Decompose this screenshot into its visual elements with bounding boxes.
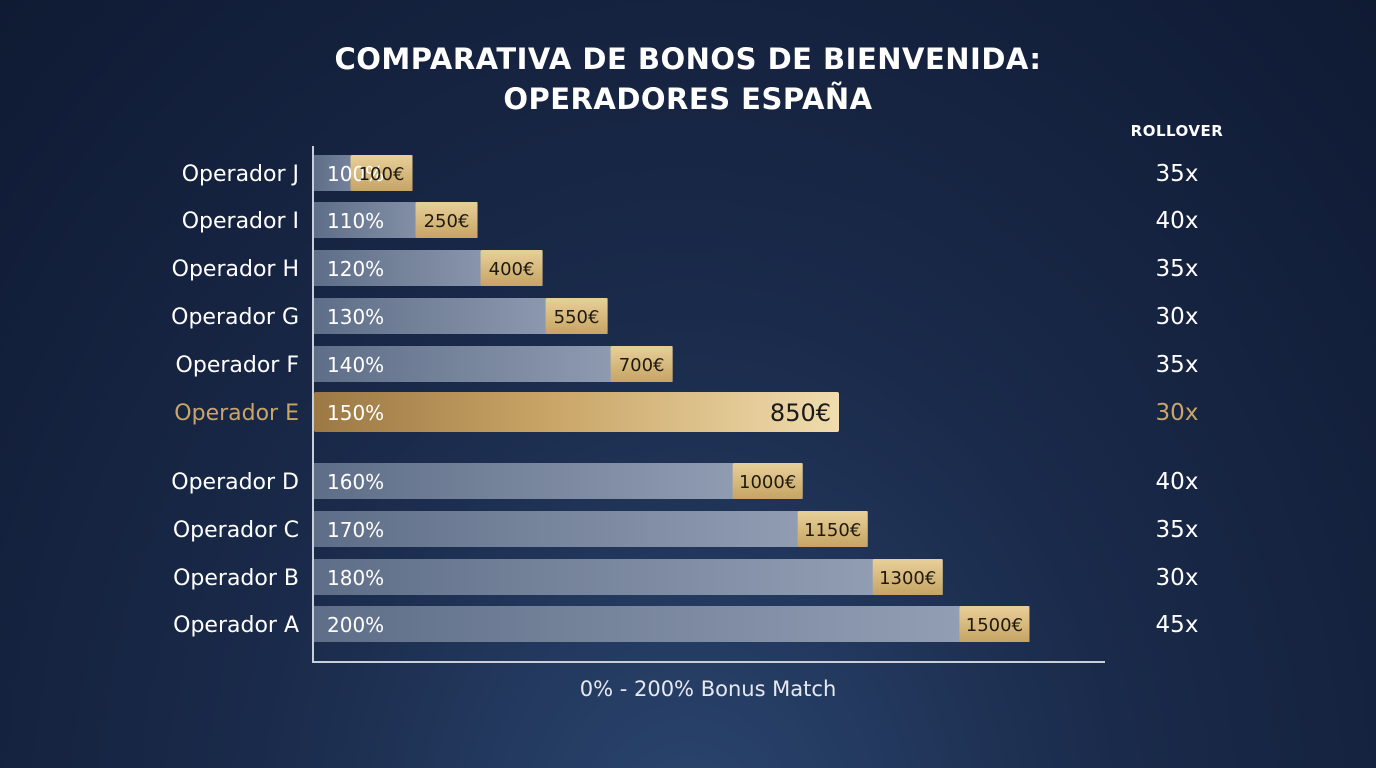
bonus-value-label: 550€	[554, 307, 600, 328]
category-label: Operador B	[173, 566, 299, 591]
bonus-value-label: 850€	[770, 399, 831, 427]
rollover-value: 35x	[1156, 161, 1199, 187]
bar	[314, 559, 943, 595]
match-percent-label: 110%	[327, 209, 384, 233]
category-label: Operador A	[173, 613, 299, 638]
rollover-value: 30x	[1156, 565, 1199, 591]
bar	[314, 511, 868, 547]
category-label: Operador D	[171, 470, 299, 495]
bonus-tag	[545, 298, 608, 334]
rollover-value: 35x	[1156, 256, 1199, 282]
bonus-tag	[350, 155, 413, 191]
bonus-value-label: 1300€	[879, 568, 936, 589]
bonus-tag	[480, 250, 543, 286]
bonus-tag	[610, 346, 673, 382]
match-percent-label: 180%	[327, 566, 384, 590]
bonus-value-label: 400€	[489, 259, 535, 280]
rollover-value: 35x	[1156, 517, 1199, 543]
match-percent-label: 140%	[327, 353, 384, 377]
match-percent-label: 130%	[327, 305, 384, 329]
bonus-value-label: 1150€	[804, 520, 861, 541]
bonus-value-label: 1000€	[739, 472, 796, 493]
bonus-value-label: 250€	[424, 211, 470, 232]
chart-title-line-2: OPERADORES ESPAÑA	[503, 82, 873, 116]
bonus-tag	[872, 559, 943, 595]
x-axis-label: 0% - 200% Bonus Match	[579, 677, 837, 701]
category-label: Operador I	[182, 209, 299, 234]
bar	[314, 392, 839, 432]
match-percent-label: 200%	[327, 613, 384, 637]
category-label: Operador G	[171, 305, 299, 330]
chart-title-line-1: COMPARATIVA DE BONOS DE BIENVENIDA:	[334, 42, 1042, 76]
bonus-value-label: 700€	[619, 355, 665, 376]
category-label: Operador J	[182, 162, 299, 187]
bonus-tag	[959, 606, 1030, 642]
bonus-tag	[415, 202, 478, 238]
rollover-value: 40x	[1156, 469, 1199, 495]
rollover-value: 35x	[1156, 352, 1199, 378]
category-label: Operador H	[172, 257, 299, 282]
rollover-value: 40x	[1156, 208, 1199, 234]
match-percent-label: 120%	[327, 257, 384, 281]
rollover-value: 30x	[1156, 400, 1199, 426]
category-label: Operador C	[173, 518, 299, 543]
category-label: Operador E	[174, 401, 299, 426]
bonus-value-label: 100€	[359, 164, 405, 185]
rollover-value: 30x	[1156, 304, 1199, 330]
category-label: Operador F	[176, 353, 299, 378]
match-percent-label: 170%	[327, 518, 384, 542]
bar	[314, 463, 803, 499]
match-percent-label: 100%	[327, 162, 384, 186]
rollover-value: 45x	[1156, 612, 1199, 638]
rollover-column-header: ROLLOVER	[1130, 122, 1224, 140]
bonus-tag	[797, 511, 868, 547]
match-percent-label: 150%	[327, 401, 384, 425]
bar	[314, 606, 1030, 642]
bonus-value-label: 1500€	[966, 615, 1023, 636]
match-percent-label: 160%	[327, 470, 384, 494]
bonus-tag	[732, 463, 803, 499]
